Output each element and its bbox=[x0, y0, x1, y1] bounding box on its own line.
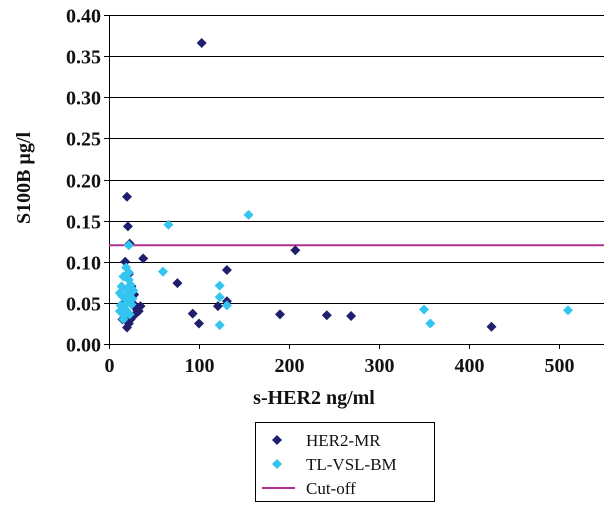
x-tick-label: 200 bbox=[275, 355, 305, 377]
x-tick-label: 0 bbox=[105, 355, 115, 377]
x-tick-label: 100 bbox=[185, 355, 215, 377]
her2-mr-point bbox=[122, 221, 133, 232]
y-tick-label: 0.10 bbox=[66, 253, 101, 275]
y-tick-label: 0.25 bbox=[66, 129, 101, 151]
tl-vsl-bm-point bbox=[214, 280, 225, 291]
tl-vsl-bm-point bbox=[121, 262, 132, 273]
x-tick-label: 500 bbox=[545, 355, 575, 377]
tl-vsl-bm-point bbox=[563, 305, 573, 316]
tl-vsl-bm-point bbox=[214, 320, 225, 331]
legend-tl-vsl-bm-swatch bbox=[272, 459, 282, 469]
x-tick-labels: 0 100 200 300 400 500 bbox=[105, 355, 575, 377]
grid bbox=[109, 15, 604, 304]
y-tick-labels: 0.00 0.05 0.10 0.15 0.20 0.25 0.30 0.35 0.40 bbox=[66, 6, 101, 357]
her2-mr-point bbox=[122, 191, 132, 202]
legend-items: HER2-MR TL-VSL-BM Cut-off bbox=[262, 431, 397, 498]
tl-vsl-bm-point bbox=[122, 284, 132, 295]
her2-mr-point bbox=[131, 304, 142, 315]
her2-mr-point bbox=[321, 310, 332, 321]
y-tick-label: 0.15 bbox=[66, 212, 101, 234]
x-axis-label: s-HER2 ng/ml bbox=[253, 387, 375, 409]
her2-mr-point bbox=[221, 264, 232, 275]
her2-mr-point bbox=[172, 278, 183, 289]
legend: HER2-MR TL-VSL-BM Cut-off bbox=[255, 422, 435, 502]
y-tick-label: 0.30 bbox=[66, 88, 101, 110]
tl-vsl-bm-point bbox=[158, 266, 168, 277]
x-tick-label: 400 bbox=[455, 355, 485, 377]
tl-vsl-bm-point bbox=[425, 318, 436, 329]
her2-mr-point bbox=[122, 322, 132, 333]
her2-mr-point bbox=[212, 301, 223, 312]
her2-mr-point bbox=[196, 37, 207, 48]
axes bbox=[104, 15, 604, 349]
tl-vsl-bm-point bbox=[243, 209, 254, 220]
tl-vsl-bm-point bbox=[419, 304, 429, 315]
her2-mr-point bbox=[138, 253, 149, 264]
legend-tl-vsl-bm-label: TL-VSL-BM bbox=[306, 455, 397, 474]
y-tick-label: 0.20 bbox=[66, 171, 101, 193]
y-tick-label: 0.40 bbox=[66, 6, 101, 28]
her2-mr-point bbox=[290, 245, 301, 256]
tl-vsl-bm-point bbox=[163, 219, 174, 230]
x-tick-label: 300 bbox=[365, 355, 395, 377]
y-tick-label: 0.00 bbox=[66, 335, 101, 357]
y-tick-label: 0.35 bbox=[66, 47, 101, 69]
tl-vsl-bm-point bbox=[127, 293, 138, 304]
tl-vsl-bm-point bbox=[214, 292, 225, 303]
her2-mr-point bbox=[486, 321, 497, 332]
legend-her2-mr-swatch bbox=[272, 435, 282, 445]
tl-vsl-bm-point bbox=[114, 306, 125, 317]
her2-mr-point bbox=[194, 318, 204, 329]
y-tick-label: 0.05 bbox=[66, 294, 101, 316]
legend-cut-off-label: Cut-off bbox=[306, 479, 356, 498]
her2-mr-point bbox=[187, 308, 198, 319]
her2-mr-point bbox=[275, 309, 285, 320]
tl-vsl-bm-point bbox=[221, 300, 232, 311]
y-axis-label: S100B µg/l bbox=[13, 132, 35, 225]
her2-mr-point bbox=[346, 311, 357, 322]
tl-vsl-bm-point bbox=[123, 240, 134, 251]
legend-her2-mr-label: HER2-MR bbox=[306, 431, 381, 450]
tl-vsl-bm-point bbox=[118, 314, 129, 325]
data-points bbox=[114, 37, 573, 333]
